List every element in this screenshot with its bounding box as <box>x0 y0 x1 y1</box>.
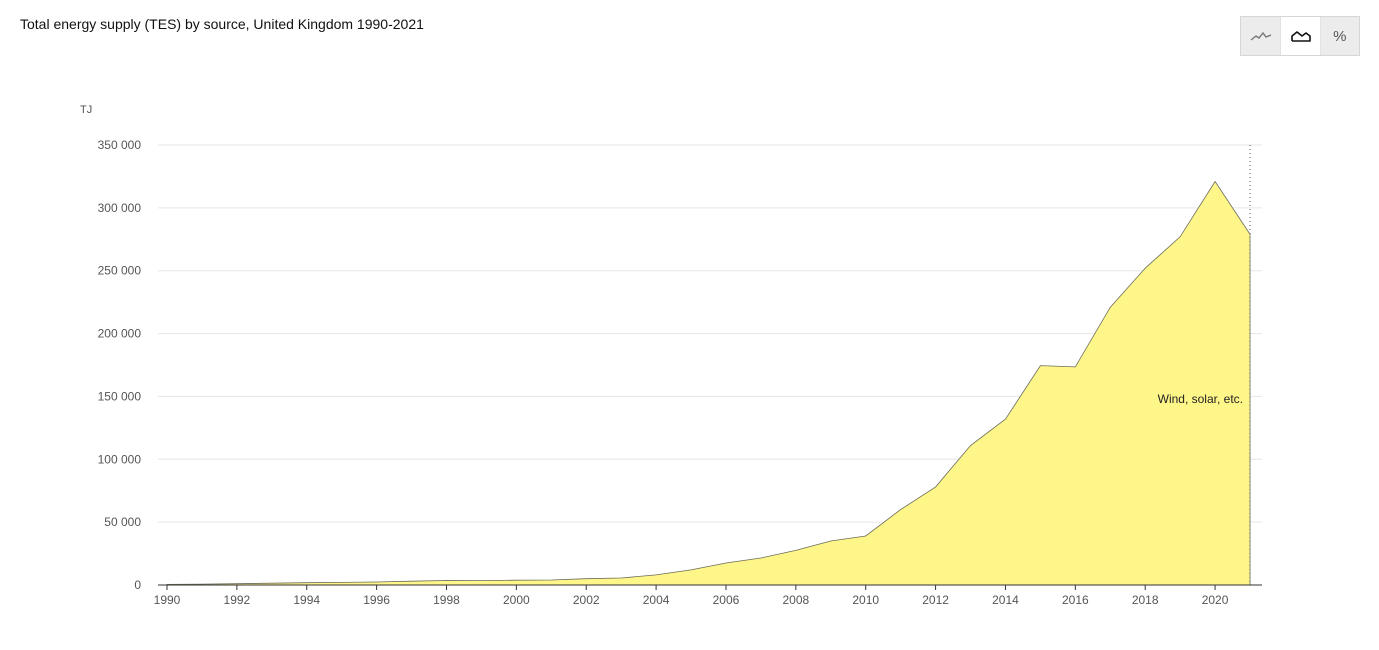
x-axis-ticks: 1990 1992 1994 1996 1998 2000 2002 2004 2006 2008… <box>154 585 1229 607</box>
x-tick-label: 1994 <box>293 593 320 607</box>
x-tick-label: 2014 <box>992 593 1019 607</box>
x-tick-label: 2016 <box>1062 593 1089 607</box>
x-tick-label: 2020 <box>1202 593 1229 607</box>
x-tick-label: 2006 <box>713 593 740 607</box>
y-tick-label: 250 000 <box>98 264 142 278</box>
y-tick-label: 50 000 <box>104 515 141 529</box>
chart-type-toggle: % <box>1240 16 1360 56</box>
y-tick-label: 100 000 <box>98 452 142 466</box>
x-tick-label: 1992 <box>224 593 251 607</box>
y-tick-label: 350 000 <box>98 138 142 152</box>
area-chart-toggle[interactable] <box>1280 17 1320 55</box>
y-unit-label: TJ <box>80 104 92 116</box>
area-series-wind-solar <box>166 180 1251 586</box>
chart-title: Total energy supply (TES) by source, Uni… <box>20 16 424 32</box>
area-chart-icon <box>1290 31 1311 42</box>
x-tick-label: 1990 <box>154 593 181 607</box>
x-tick-label: 2018 <box>1132 593 1159 607</box>
y-tick-label: 0 <box>134 578 141 592</box>
x-tick-label: 2002 <box>573 593 600 607</box>
series-label: Wind, solar, etc. <box>1158 392 1243 406</box>
x-tick-label: 2004 <box>643 593 670 607</box>
y-axis-labels: 0 50 000 100 000 150 000 200 000 250 000 300 0… <box>98 138 142 592</box>
line-chart-icon <box>1250 31 1271 41</box>
x-tick-label: 2010 <box>852 593 879 607</box>
y-tick-label: 200 000 <box>98 327 142 341</box>
y-tick-label: 300 000 <box>98 201 142 215</box>
x-tick-label: 1998 <box>433 593 460 607</box>
line-chart-toggle[interactable] <box>1241 17 1280 55</box>
percent-icon: % <box>1333 27 1347 45</box>
x-tick-label: 2008 <box>782 593 809 607</box>
x-tick-label: 1996 <box>363 593 390 607</box>
x-tick-label: 2000 <box>503 593 530 607</box>
x-tick-label: 2012 <box>922 593 949 607</box>
y-tick-label: 150 000 <box>98 389 142 403</box>
percent-toggle[interactable]: % <box>1319 17 1359 55</box>
